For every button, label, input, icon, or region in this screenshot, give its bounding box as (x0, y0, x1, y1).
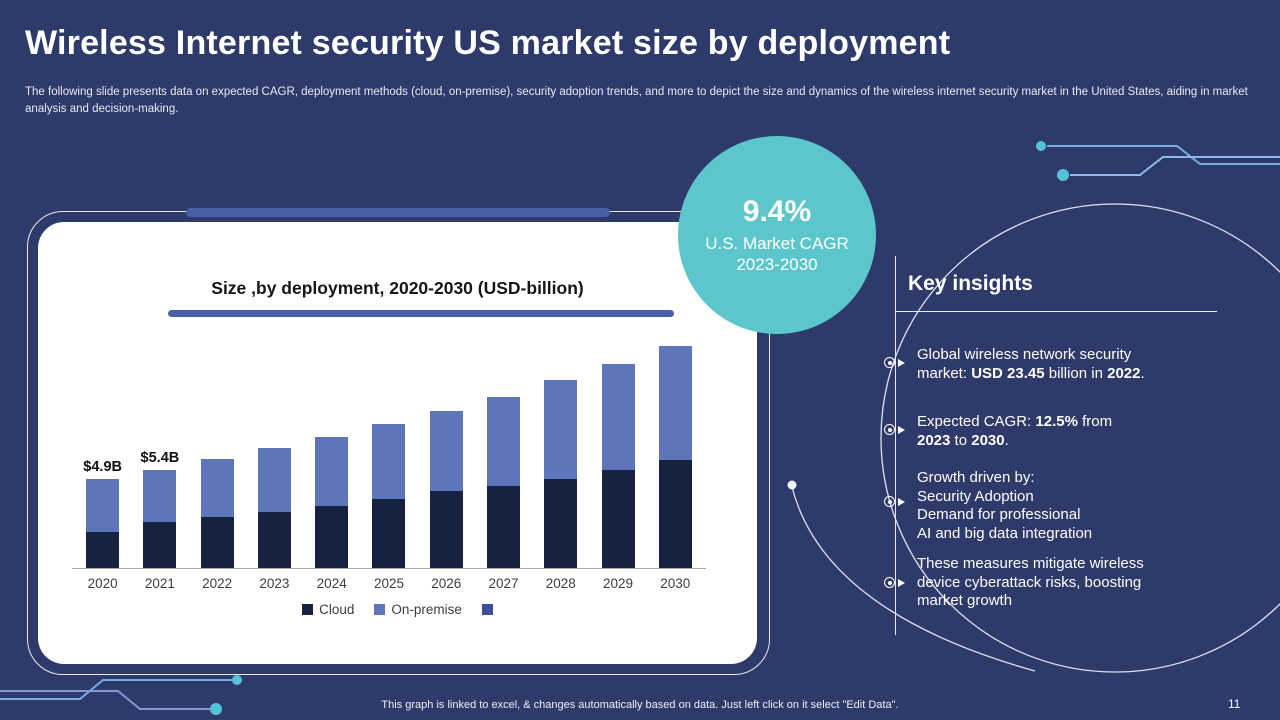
bar-data-label: $4.9B (83, 458, 122, 475)
x-axis-line (72, 568, 706, 569)
x-axis-tick-label: 2028 (545, 576, 576, 591)
cagr-badge: 9.4% U.S. Market CAGR 2023-2030 (678, 136, 876, 334)
bar-segment-cloud (257, 511, 291, 568)
bar-stack: $5.4B (140, 322, 180, 568)
arc-endpoint-dot (787, 480, 797, 490)
bar-segment-on-premise (257, 447, 291, 512)
bar-stack (429, 322, 463, 568)
legend-label: On-premise (391, 602, 462, 617)
key-insight-bullet-2: Expected CAGR: 12.5% from 2023 to 2030. (917, 413, 1113, 449)
bar-stack (372, 322, 406, 568)
chart-card[interactable]: Size ,by deployment, 2020-2030 (USD-bill… (38, 222, 757, 664)
page-title: Wireless Internet security US market siz… (25, 24, 951, 62)
chart-title: Size ,by deployment, 2020-2030 (USD-bill… (211, 278, 584, 298)
circuit-node-dot (1057, 169, 1069, 181)
x-axis-tick-label: 2024 (316, 576, 347, 591)
bar-segment-cloud (372, 498, 406, 568)
circuit-node-dot (1036, 141, 1046, 151)
bar-stack (200, 322, 234, 568)
key-insights-vertical-line (895, 256, 897, 635)
legend-item-cloud: Cloud (302, 602, 354, 617)
bar-segment-cloud (143, 522, 177, 568)
bar-group-2021[interactable]: $5.4B 2021 (131, 322, 188, 598)
card-top-accent-bar (186, 208, 610, 217)
bar-segment-cloud (200, 516, 234, 568)
circuit-line-bottom-1 (0, 679, 232, 700)
x-axis-tick-label: 2022 (202, 576, 233, 591)
x-axis-tick-label: 2030 (660, 576, 691, 591)
cagr-value: 9.4% (742, 194, 812, 228)
bullet-marker-icon (884, 577, 905, 588)
key-insights-underline (895, 311, 1217, 313)
x-axis-tick-label: 2027 (488, 576, 519, 591)
bar-data-label: $5.4B (140, 449, 180, 466)
x-axis-tick-label: 2026 (431, 576, 462, 591)
circuit-line-top-2 (1070, 156, 1280, 176)
chart-title-underline (168, 310, 674, 317)
x-axis-tick-label: 2023 (259, 576, 290, 591)
bar-segment-on-premise (86, 478, 120, 532)
bar-group-2027[interactable]: 2027 (475, 322, 532, 598)
bar-segment-on-premise (486, 396, 520, 486)
bar-stack (601, 322, 635, 568)
bar-group-2023[interactable]: 2023 (246, 322, 303, 598)
x-axis-tick-label: 2029 (603, 576, 634, 591)
footer-note: This graph is linked to excel, & changes… (381, 699, 899, 711)
bar-chart-plot[interactable]: $4.9B 2020 $5.4B 2021 2022 2023 2024 2025 2026 20… (74, 322, 704, 598)
page-subtitle: The following slide presents data on exp… (25, 86, 1248, 115)
chart-legend: Cloud On-premise (38, 602, 757, 617)
bar-segment-on-premise (143, 469, 177, 523)
bar-segment-on-premise (372, 424, 406, 499)
bar-segment-on-premise (429, 411, 463, 492)
cagr-label-line2: 2023-2030 (736, 255, 818, 274)
bar-stack: $4.9B (83, 322, 122, 568)
bar-stack (486, 322, 520, 568)
cagr-label-line1: U.S. Market CAGR (705, 233, 849, 253)
bar-group-2029[interactable]: 2029 (589, 322, 646, 598)
circuit-line-top-1 (1047, 145, 1280, 165)
legend-item-blank (481, 604, 493, 615)
bar-group-2028[interactable]: 2028 (532, 322, 589, 598)
bar-segment-on-premise (315, 436, 349, 507)
bar-segment-cloud (86, 531, 120, 568)
bar-segment-cloud (601, 469, 635, 568)
bar-segment-cloud (544, 478, 578, 568)
bar-group-2022[interactable]: 2022 (189, 322, 246, 598)
key-insight-bullet-3: Growth driven by: Security Adoption Demand… (917, 469, 1093, 542)
bullet-marker-icon (884, 424, 905, 435)
legend-item-on-premise: On-premise (374, 602, 462, 617)
key-insight-bullet-4: These measures mitigate wireless device c… (917, 555, 1144, 609)
bar-group-2026[interactable]: 2026 (418, 322, 475, 598)
legend-swatch (481, 604, 493, 615)
bullet-marker-icon (884, 496, 905, 507)
bar-stack (544, 322, 578, 568)
bar-group-2030[interactable]: 2030 (647, 322, 704, 598)
page-number: 11 (1228, 697, 1241, 711)
bar-segment-cloud (658, 460, 692, 568)
bar-segment-cloud (429, 491, 463, 568)
bar-stack (315, 322, 349, 568)
circuit-node-dot (232, 675, 242, 685)
x-axis-tick-label: 2021 (144, 576, 175, 591)
bar-segment-on-premise (200, 458, 234, 517)
bar-segment-on-premise (658, 345, 692, 461)
bar-stack (658, 322, 692, 568)
bar-segment-cloud (315, 506, 349, 568)
legend-swatch (302, 604, 314, 615)
bar-stack (257, 322, 291, 568)
legend-swatch (374, 604, 386, 615)
legend-label: Cloud (319, 602, 355, 617)
bar-segment-cloud (486, 485, 520, 568)
bullet-marker-icon (884, 357, 905, 368)
bar-segment-on-premise (544, 380, 578, 479)
bar-group-2024[interactable]: 2024 (303, 322, 360, 598)
bar-segment-on-premise (601, 363, 635, 470)
x-axis-tick-label: 2025 (373, 576, 404, 591)
x-axis-tick-label: 2020 (87, 576, 118, 591)
bar-group-2025[interactable]: 2025 (360, 322, 417, 598)
key-insights-heading: Key insights (908, 272, 1033, 295)
key-insight-bullet-1: Global wireless network security market: … (917, 346, 1145, 382)
bar-group-2020[interactable]: $4.9B 2020 (74, 322, 131, 598)
